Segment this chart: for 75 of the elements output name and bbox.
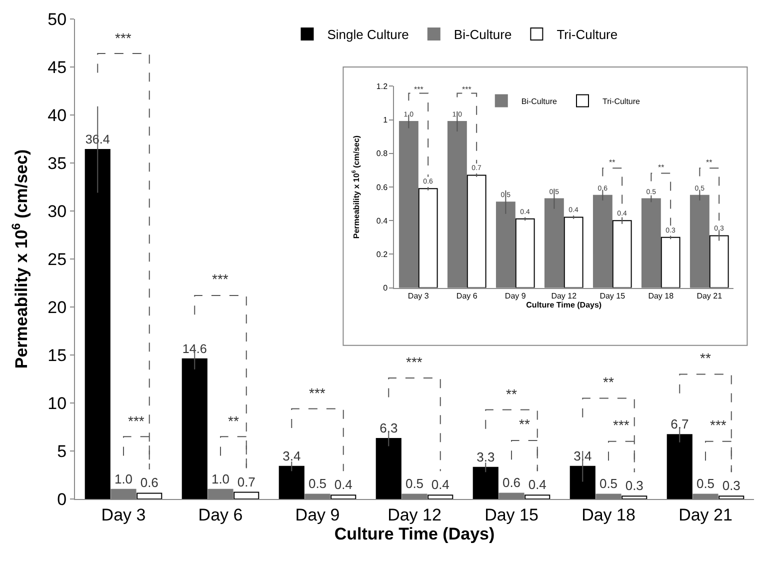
data-label: 0.4 [431,477,450,492]
annotation: ** [706,158,712,167]
data-label: 1.0 [211,471,230,486]
data-label: 0.5 [696,476,715,492]
x-tick-label: Day 3 [101,505,146,524]
data-label: 14.6 [182,342,207,356]
y-tick-label: 0 [57,490,67,509]
y-tick-label: 20 [48,298,67,317]
y-tick-label: 0 [383,284,388,293]
data-label: 0.6 [140,475,158,490]
data-label: 0.4 [334,477,352,492]
y-tick-label: 5 [57,442,67,461]
x-tick-label: Day 12 [388,505,442,524]
data-label: 0.6 [502,475,521,490]
data-label: 0.5 [308,476,327,492]
legend-label: Tri-Culture [556,27,618,42]
y-tick-label: 50 [48,10,67,29]
y-tick-label: 1.2 [376,82,388,91]
y-tick-label: 0.6 [376,182,388,192]
x-tick-label: Day 21 [696,291,723,300]
annotation: ** [658,163,664,172]
y-tick-label: 45 [48,58,67,77]
annotation: *** [115,30,132,46]
data-label: 3.4 [282,448,301,464]
annotation: *** [309,385,326,401]
x-tick-label: Day 15 [484,505,538,524]
x-tick-label: Day 9 [504,291,526,300]
annotation: ** [603,374,614,390]
annotation: ** [700,350,712,366]
x-tick-label: Day 18 [582,505,636,524]
annotation: *** [128,413,145,429]
annotation: *** [710,417,727,433]
y-tick-label: 30 [48,202,67,221]
annotation: ** [609,158,616,167]
y-tick-label: 0.2 [376,250,388,259]
y-tick-label: 25 [48,250,67,269]
annotation: *** [613,417,630,433]
x-tick-label: Day 6 [198,505,243,524]
x-tick-label: Day 18 [648,291,674,300]
legend-label: Bi-Culture [454,27,512,42]
data-label: 6.3 [380,420,398,436]
data-label: 0.5 [405,476,424,492]
annotation: *** [414,85,424,94]
data-label: 3.3 [476,449,495,464]
x-tick-label: Day 12 [551,291,578,300]
y-tick-label: 40 [48,106,67,125]
legend-label: Single Culture [327,27,409,42]
x-tick-label: Day 15 [600,291,626,300]
annotation: *** [212,271,229,287]
x-tick-label: Day 3 [408,291,430,300]
annotation: ** [519,416,530,432]
y-tick-label: 1 [383,116,388,125]
data-label: 6.7 [670,416,689,432]
x-tick-label: Day 21 [678,505,732,524]
data-label: 1.0 [114,471,133,486]
annotation: *** [462,85,472,94]
data-label: 0.5 [599,476,618,492]
y-tick-label: 15 [48,346,67,365]
data-label: 0.4 [528,477,546,492]
data-label: 0.7 [237,474,256,490]
legend-label: Tri-Culture [602,96,641,106]
y-tick-label: 0.8 [376,149,388,158]
y-tick-label: 35 [48,154,67,173]
y-tick-label: 10 [48,394,67,413]
x-axis-title: Culture Time (Days) [526,300,602,310]
x-tick-label: Day 6 [456,291,478,300]
x-axis-title: Culture Time (Days) [334,524,495,544]
legend-label: Bi-Culture [521,96,558,106]
y-tick-label: 0.4 [376,216,388,226]
annotation: ** [228,413,240,429]
data-label: 0.3 [722,478,740,494]
annotation: *** [406,354,423,370]
annotation: ** [506,386,518,402]
x-tick-label: Day 9 [295,505,340,524]
data-label: 0.3 [625,478,644,494]
